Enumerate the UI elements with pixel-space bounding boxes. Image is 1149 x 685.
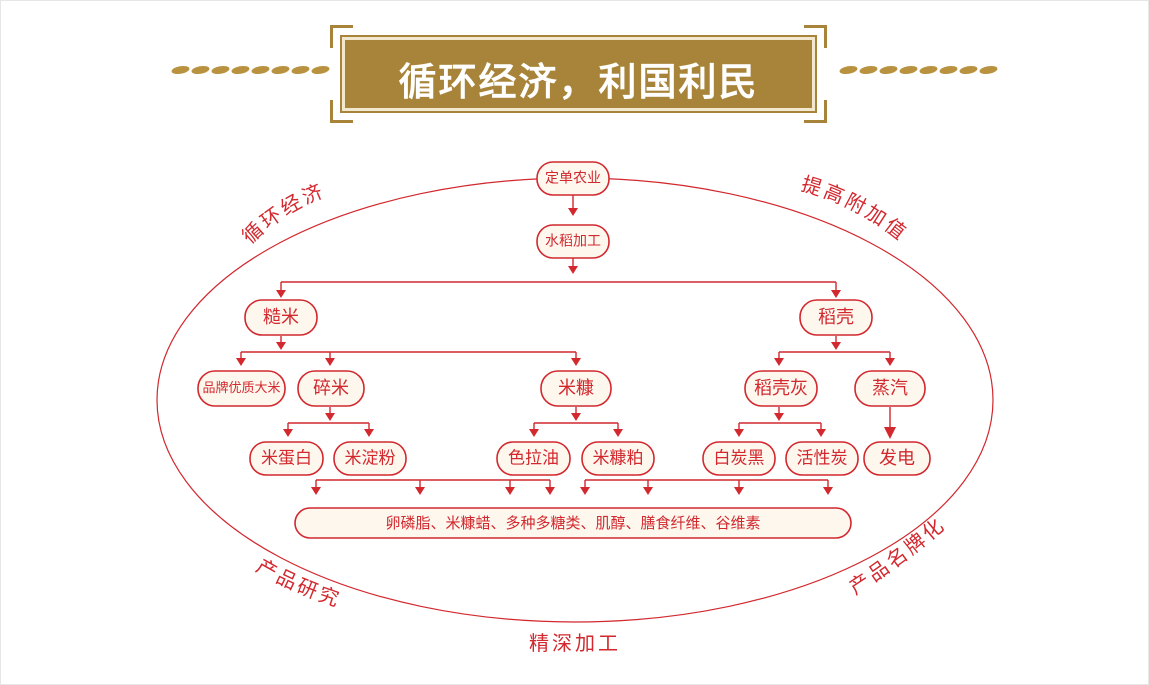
banner-corner — [804, 100, 827, 123]
node-rice-starch: 米淀粉 — [333, 441, 407, 476]
node-brand-rice: 品牌优质大米 — [197, 370, 286, 407]
svg-text:卵磷脂、米糠蜡、多种多糖类、肌醇、膳食纤维、谷维素: 卵磷脂、米糠蜡、多种多糖类、肌醇、膳食纤维、谷维素 — [385, 514, 760, 532]
node-bran-meal: 米糠粕 — [581, 441, 655, 476]
svg-text:稻壳: 稻壳 — [818, 307, 854, 328]
svg-text:白炭黑: 白炭黑 — [714, 449, 765, 469]
svg-text:水稻加工: 水稻加工 — [545, 234, 601, 250]
node-brown-rice: 糙米 — [244, 299, 318, 336]
node-steam: 蒸汽 — [854, 370, 926, 407]
ring-label-deep-processing: 精深加工 — [529, 631, 621, 655]
svg-text:米糠粕: 米糠粕 — [593, 448, 644, 469]
node-white-carbon: 白炭黑 — [702, 441, 776, 476]
node-rice-husk: 稻壳 — [799, 299, 873, 336]
svg-text:米淀粉: 米淀粉 — [345, 449, 396, 469]
node-broken-rice: 碎米 — [297, 370, 365, 407]
node-salad-oil: 色拉油 — [496, 441, 571, 476]
node-power-generation: 发电 — [863, 441, 931, 476]
node-activated-carbon: 活性炭 — [785, 441, 859, 476]
svg-text:米糠: 米糠 — [558, 377, 594, 399]
svg-text:蒸汽: 蒸汽 — [872, 378, 908, 399]
ring-label-circular-economy: 循环经济 — [237, 178, 329, 248]
svg-text:色拉油: 色拉油 — [508, 449, 559, 469]
banner-background — [340, 35, 817, 113]
node-rice-processing: 水稻加工 — [536, 224, 610, 259]
svg-text:碎米: 碎米 — [313, 378, 349, 399]
banner-corner — [330, 25, 353, 48]
svg-text:活性炭: 活性炭 — [797, 449, 848, 469]
page-title: 循环经济，利国利民 — [398, 59, 759, 104]
svg-text:发电: 发电 — [879, 448, 915, 469]
arrowheads — [236, 208, 896, 495]
connector-lines — [240, 195, 891, 489]
ring-label-branding: 产品名牌化 — [845, 512, 951, 599]
node-rice-bran: 米糠 — [540, 370, 612, 407]
svg-text:品牌优质大米: 品牌优质大米 — [202, 380, 280, 396]
node-byproducts: 卵磷脂、米糠蜡、多种多糖类、肌醇、膳食纤维、谷维素 — [294, 507, 852, 539]
svg-text:糙米: 糙米 — [263, 307, 299, 328]
node-order-farming: 定单农业 — [536, 161, 610, 196]
node-rice-protein: 米蛋白 — [249, 441, 324, 476]
banner-corner — [804, 25, 827, 48]
node-husk-ash: 稻壳灰 — [744, 370, 818, 407]
ring-label-product-research: 产品研究 — [252, 554, 345, 612]
svg-text:定单农业: 定单农业 — [545, 171, 601, 187]
banner-corner — [330, 100, 353, 123]
svg-text:米蛋白: 米蛋白 — [261, 449, 312, 469]
title-banner: 循环经济，利国利民 — [330, 25, 827, 123]
svg-text:稻壳灰: 稻壳灰 — [754, 378, 808, 399]
